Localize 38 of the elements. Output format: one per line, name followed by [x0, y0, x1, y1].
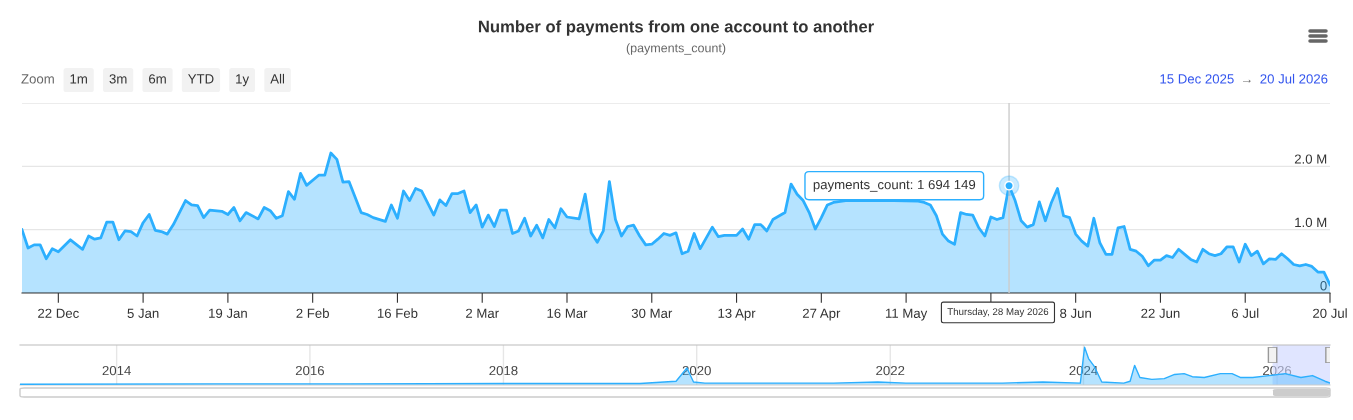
text: 3m [109, 74, 127, 84]
x-tick-label: 16 Feb [377, 308, 418, 318]
text: 6m [149, 74, 166, 84]
x-tick-label: 22 Dec [38, 308, 79, 318]
chart-title: Number of payments from one account to another [478, 20, 874, 36]
chart-subtitle: (payments_count) [626, 43, 726, 55]
text: → [1243, 79, 1251, 83]
text: 15 Dec 2025 [1160, 74, 1234, 84]
y-tick-label: 2.0 M [1294, 154, 1327, 164]
text: 1y [236, 74, 250, 87]
text: Zoom [21, 74, 54, 84]
x-tick-label: 2024 [1069, 365, 1098, 376]
x-tick-label: 2 Mar [466, 308, 499, 318]
y-tick-label: 1.0 M [1295, 217, 1327, 228]
x-tick-label: 22 Jun [1141, 308, 1180, 318]
x-tick-label: 13 Apr [718, 308, 756, 321]
y-tick-label: 0 [1320, 281, 1327, 291]
x-tick-label: 2016 [295, 365, 324, 376]
x-tick-label: 30 Mar [631, 308, 673, 318]
x-tick-label: 11 May [885, 308, 928, 321]
annotation: payments_count: 1 694 149 [813, 179, 976, 192]
x-tick-label: 8 Jun [1060, 308, 1091, 318]
text: YTD [188, 74, 214, 84]
x-tick-label: 16 Mar [547, 308, 588, 318]
x-tick-label: 2014 [102, 365, 131, 376]
x-tick-label: 2 Feb [296, 308, 329, 318]
x-tick-label: 2022 [876, 365, 905, 376]
text: All [270, 73, 285, 84]
text: 1m [70, 74, 87, 84]
x-tick-label: 2026 [1263, 365, 1292, 376]
text: 20 Jul 2026 [1260, 73, 1328, 84]
x-tick-label: 6 Jul [1231, 308, 1259, 318]
x-tick-label: 5 Jan [127, 308, 159, 318]
x-tick-label: 19 Jan [209, 308, 247, 318]
x-tick-label: 2018 [489, 365, 518, 376]
annotation: Thursday, 28 May 2026 [947, 307, 1049, 317]
x-tick-label: 27 Apr [802, 308, 841, 321]
x-tick-label: 20 Jul [1313, 308, 1347, 318]
